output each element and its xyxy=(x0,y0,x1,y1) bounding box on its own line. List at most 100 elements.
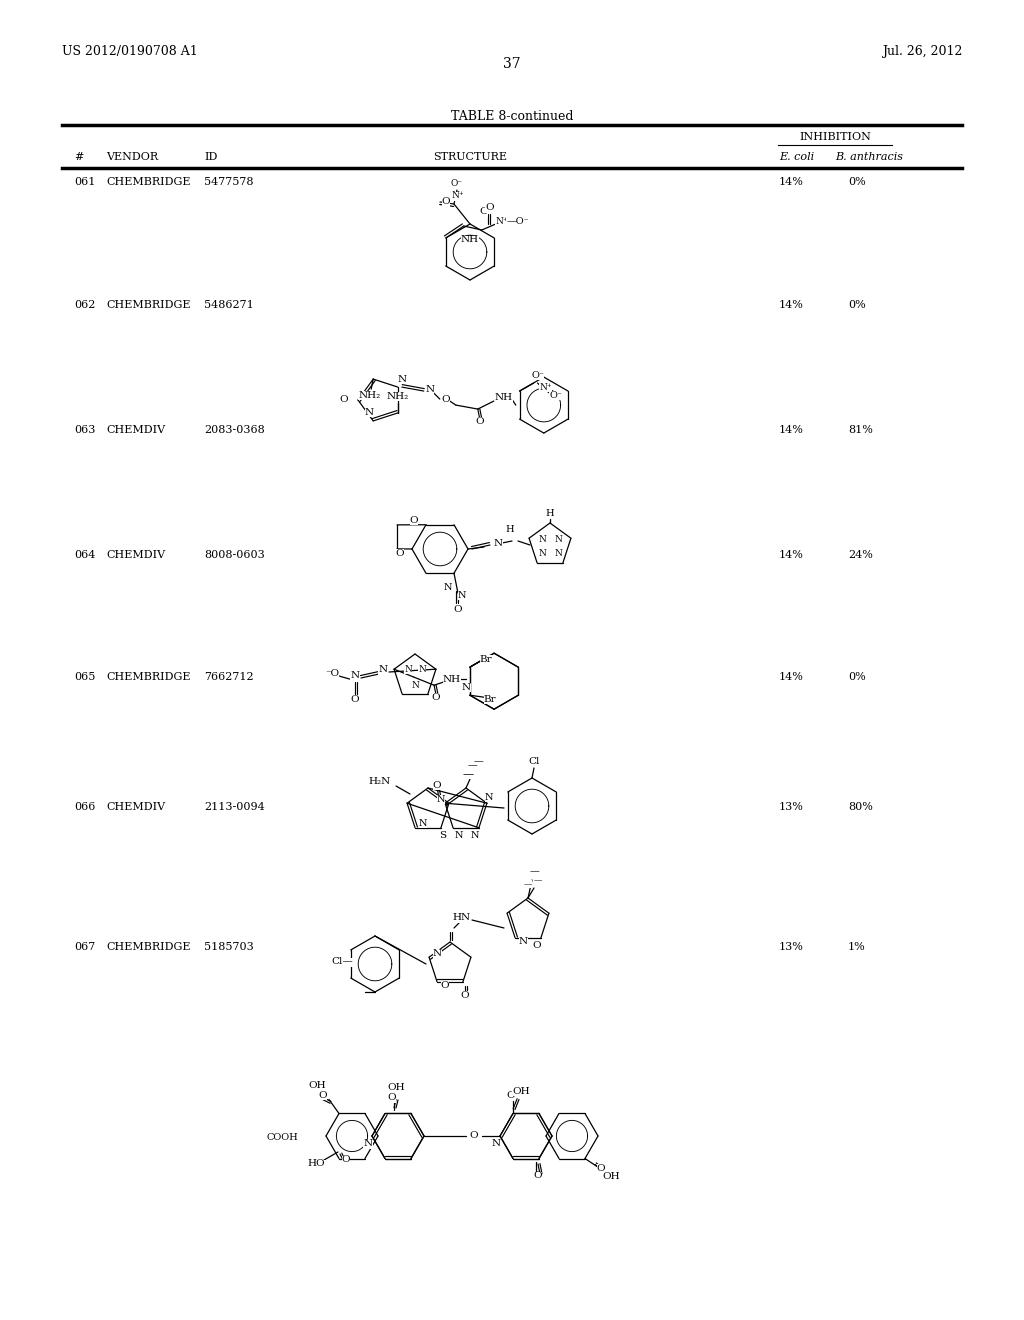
Text: CHEMBRIDGE: CHEMBRIDGE xyxy=(106,672,190,682)
Text: CHEMBRIDGE: CHEMBRIDGE xyxy=(106,942,190,952)
Text: CHEMDIV: CHEMDIV xyxy=(106,550,165,560)
Text: O⁻: O⁻ xyxy=(549,391,562,400)
Text: O: O xyxy=(410,516,419,525)
Text: 2113-0094: 2113-0094 xyxy=(204,803,265,812)
Text: INHIBITION: INHIBITION xyxy=(799,132,871,143)
Text: O: O xyxy=(350,696,359,705)
Text: —: — xyxy=(473,758,483,767)
Text: N: N xyxy=(436,795,445,804)
Text: N: N xyxy=(462,682,471,692)
Text: O: O xyxy=(475,417,484,425)
Text: 1%: 1% xyxy=(848,942,865,952)
Text: O: O xyxy=(318,1092,328,1100)
Text: N: N xyxy=(443,582,453,591)
Text: N: N xyxy=(418,664,426,673)
Text: COOH: COOH xyxy=(266,1134,298,1143)
Text: N: N xyxy=(404,664,412,673)
Text: CHEMBRIDGE: CHEMBRIDGE xyxy=(106,177,190,187)
Text: N: N xyxy=(411,681,419,690)
Text: O: O xyxy=(461,991,469,1001)
Text: Br: Br xyxy=(483,694,497,704)
Text: S: S xyxy=(439,832,446,841)
Text: 063: 063 xyxy=(74,425,95,436)
Text: ⁻O: ⁻O xyxy=(325,669,339,678)
Text: 14%: 14% xyxy=(779,177,804,187)
Text: NH: NH xyxy=(443,675,461,684)
Text: O: O xyxy=(597,1164,605,1173)
Text: N: N xyxy=(484,793,494,801)
Text: 14%: 14% xyxy=(779,300,804,310)
Text: 8008-0603: 8008-0603 xyxy=(204,550,265,560)
Text: —: — xyxy=(529,867,539,876)
Text: N: N xyxy=(379,665,387,675)
Text: O: O xyxy=(441,395,451,404)
Text: 0%: 0% xyxy=(848,672,865,682)
Text: —: — xyxy=(524,880,532,888)
Text: 7662712: 7662712 xyxy=(204,672,254,682)
Text: Br: Br xyxy=(479,655,493,664)
Text: N: N xyxy=(458,591,466,599)
Text: 13%: 13% xyxy=(779,803,804,812)
Text: Jul. 26, 2012: Jul. 26, 2012 xyxy=(882,45,962,58)
Text: B. anthracis: B. anthracis xyxy=(835,152,903,162)
Text: 067: 067 xyxy=(74,942,95,952)
Text: O: O xyxy=(395,549,404,557)
Text: 2083-0368: 2083-0368 xyxy=(204,425,265,436)
Text: HN: HN xyxy=(453,913,471,923)
Text: OH: OH xyxy=(308,1081,326,1090)
Text: H₂N: H₂N xyxy=(369,777,391,787)
Text: N: N xyxy=(425,384,434,393)
Text: N⁺: N⁺ xyxy=(540,383,552,392)
Text: —: — xyxy=(467,762,477,771)
Text: O: O xyxy=(342,1155,350,1164)
Text: 061: 061 xyxy=(74,177,95,187)
Text: N: N xyxy=(518,937,527,946)
Text: O: O xyxy=(441,198,451,206)
Text: N: N xyxy=(350,672,359,681)
Text: 066: 066 xyxy=(74,803,95,812)
Text: NH₂: NH₂ xyxy=(358,391,380,400)
Text: NH: NH xyxy=(461,235,479,244)
Text: O: O xyxy=(432,780,441,789)
Text: O: O xyxy=(339,396,348,404)
Text: H: H xyxy=(546,508,554,517)
Text: O⁻: O⁻ xyxy=(451,180,463,189)
Text: 14%: 14% xyxy=(779,672,804,682)
Text: 13%: 13% xyxy=(779,942,804,952)
Text: N: N xyxy=(554,549,562,557)
Text: O: O xyxy=(507,1092,515,1100)
Text: 81%: 81% xyxy=(848,425,872,436)
Text: Cl: Cl xyxy=(528,758,540,767)
Text: —: — xyxy=(534,876,542,884)
Text: N: N xyxy=(471,832,479,841)
Text: CHEMDIV: CHEMDIV xyxy=(106,425,165,436)
Text: 062: 062 xyxy=(74,300,95,310)
Text: US 2012/0190708 A1: US 2012/0190708 A1 xyxy=(62,45,198,58)
Text: 0%: 0% xyxy=(848,177,865,187)
Text: N: N xyxy=(538,535,546,544)
Text: 5486271: 5486271 xyxy=(204,300,254,310)
Text: 24%: 24% xyxy=(848,550,872,560)
Text: NH₂: NH₂ xyxy=(387,392,409,401)
Text: E. coli: E. coli xyxy=(779,152,814,162)
Text: #: # xyxy=(74,152,83,162)
Text: ID: ID xyxy=(204,152,217,162)
Text: N⁺: N⁺ xyxy=(496,218,508,227)
Text: TABLE 8-continued: TABLE 8-continued xyxy=(451,110,573,123)
Text: 5477578: 5477578 xyxy=(204,177,254,187)
Text: O: O xyxy=(532,941,542,950)
Text: CHEMDIV: CHEMDIV xyxy=(106,803,165,812)
Text: N: N xyxy=(432,949,441,958)
Text: O: O xyxy=(388,1093,396,1102)
Text: OH: OH xyxy=(512,1086,529,1096)
Text: NH: NH xyxy=(495,392,513,401)
Text: O⁻: O⁻ xyxy=(531,371,544,380)
Text: O: O xyxy=(534,1172,543,1180)
Text: VENDOR: VENDOR xyxy=(106,152,158,162)
Text: O: O xyxy=(479,207,488,216)
Text: N: N xyxy=(364,1139,373,1148)
Text: HO: HO xyxy=(307,1159,325,1168)
Text: N⁺: N⁺ xyxy=(452,191,464,201)
Text: CHEMBRIDGE: CHEMBRIDGE xyxy=(106,300,190,310)
Text: O: O xyxy=(432,693,440,702)
